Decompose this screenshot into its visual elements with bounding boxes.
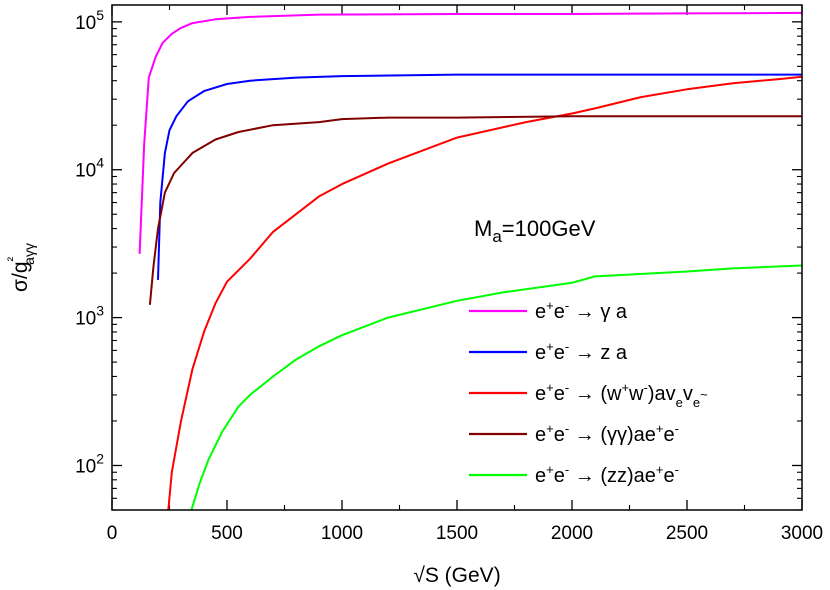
legend-label-1: e+e- → γ a <box>535 298 628 323</box>
x-tick-label: 2500 <box>666 523 708 544</box>
y-tick-label: 103 <box>75 303 104 330</box>
legend-label-3: e+e- → (w+w-)aveve~ <box>535 380 708 410</box>
legend-label-4: e+e- → (γγ)ae+e- <box>535 421 679 446</box>
y-tick-label: 105 <box>75 7 104 34</box>
mass-annotation-text: Ma=100GeV <box>474 216 596 246</box>
legend-label-2: e+e- → z a <box>535 339 628 364</box>
y-axis-title-text: σ/g²aγγ <box>4 243 37 292</box>
y-tick-label: 102 <box>75 450 104 477</box>
legend: e+e- → γ a e+e- → z a e+e- → (w+w-)aveve~ e… <box>469 298 708 487</box>
plot-frame <box>111 4 803 511</box>
series-lines <box>138 11 803 511</box>
mass-annotation: Ma=100GeV <box>474 216 596 246</box>
series-line-3 <box>167 75 803 511</box>
x-tick-label: 1500 <box>436 523 478 544</box>
y-axis-ticks: 102 103 104 105 <box>75 7 802 511</box>
y-axis-title: σ/g²aγγ <box>4 243 37 292</box>
x-tick-label: 2000 <box>551 523 593 544</box>
x-tick-label: 1000 <box>321 523 363 544</box>
series-line-2 <box>157 73 802 280</box>
series-line-4 <box>148 115 802 305</box>
x-axis-ticks: 0 500 1000 1500 2000 2500 3000 <box>107 5 823 544</box>
series-line-5 <box>190 264 803 511</box>
y-tick-label: 104 <box>75 155 104 182</box>
x-axis-title: √S (GeV) <box>413 564 500 587</box>
x-tick-label: 500 <box>211 523 243 544</box>
legend-label-5: e+e- → (zz)ae+e- <box>535 462 679 487</box>
series-line-1 <box>138 11 803 254</box>
x-tick-label: 0 <box>107 523 118 544</box>
x-tick-label: 3000 <box>781 523 823 544</box>
